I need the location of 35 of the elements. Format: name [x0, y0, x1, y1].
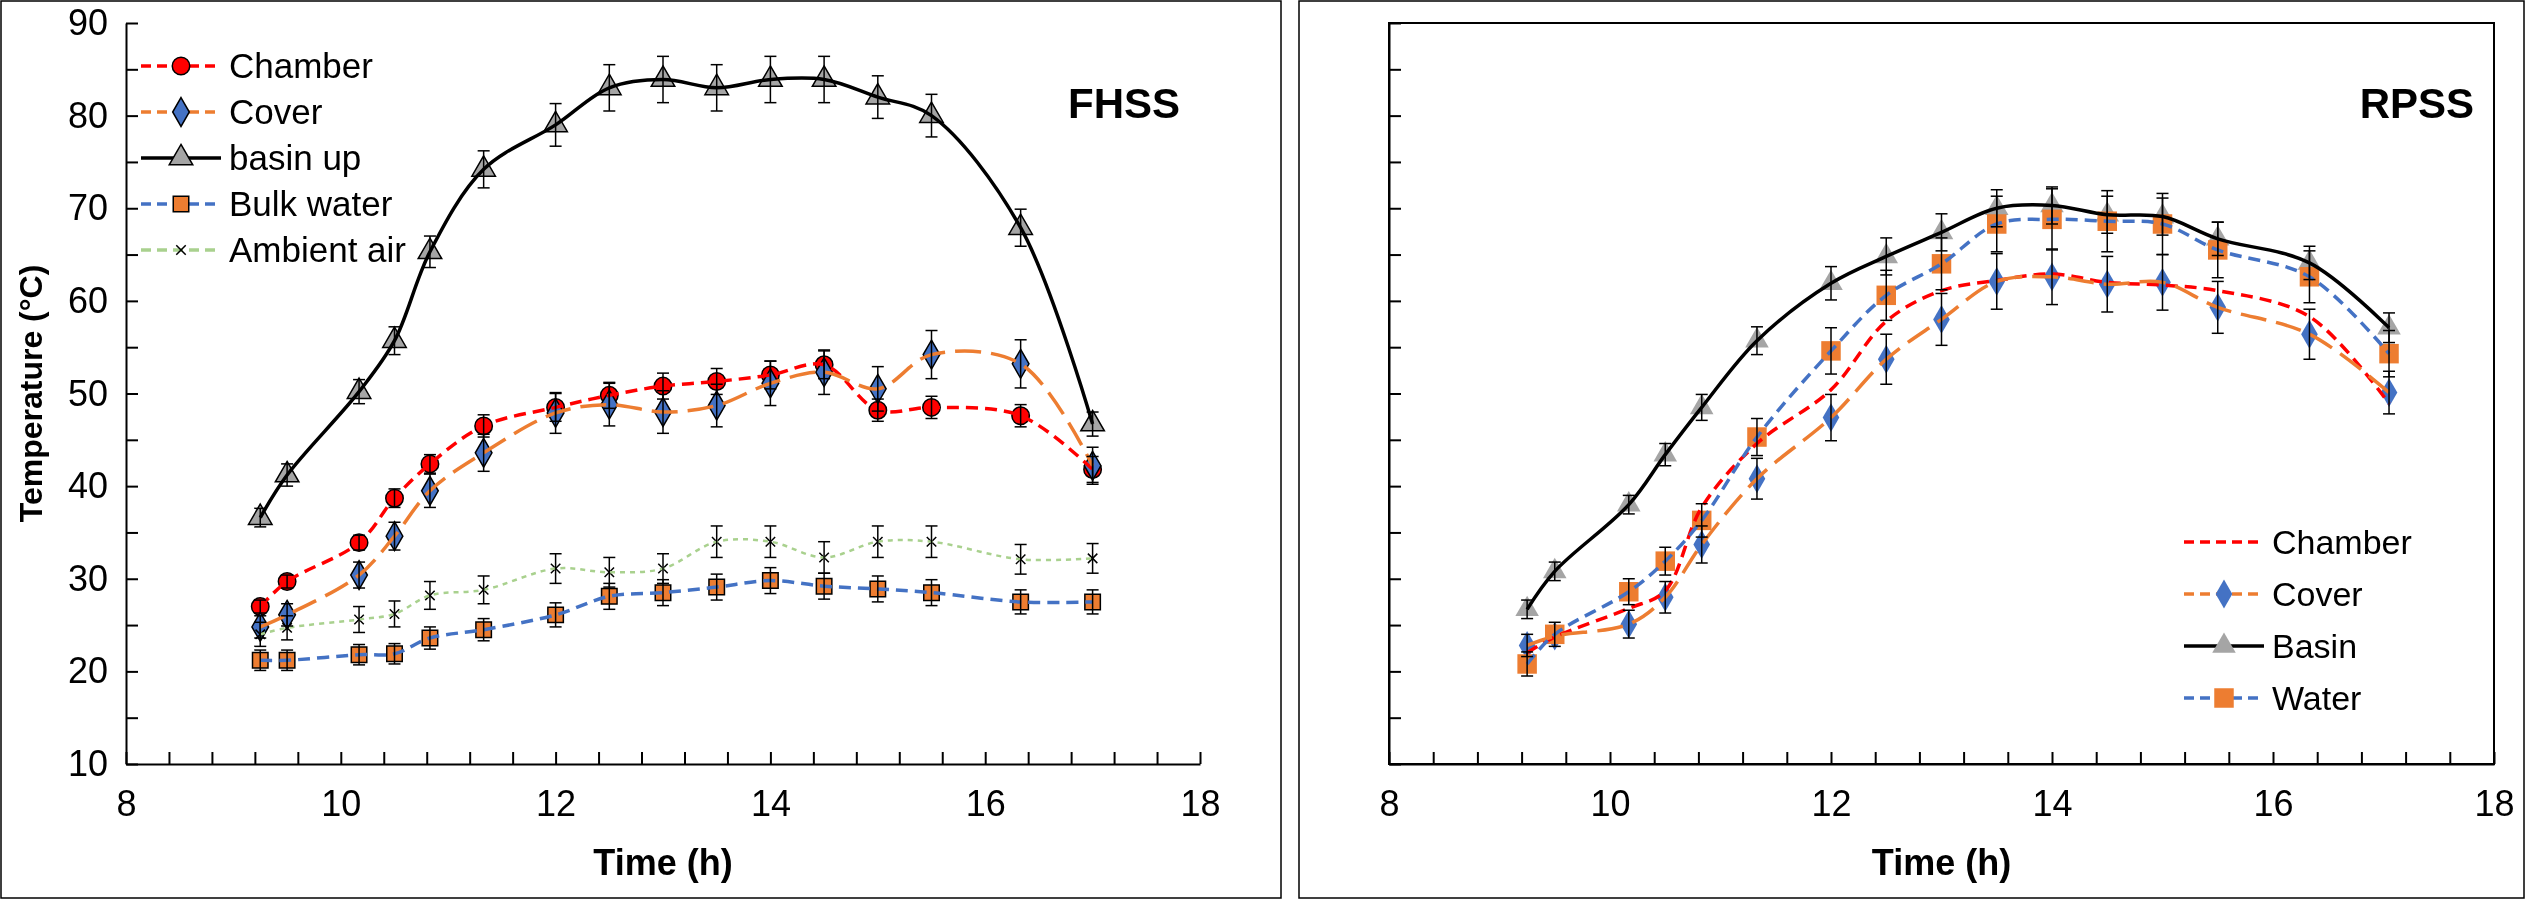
y-tick-label: 10 — [67, 743, 108, 785]
y-axis-title: Temperature (°C) — [13, 264, 49, 523]
y-tick-label: 40 — [67, 465, 108, 507]
legend-label: Ambient air — [229, 230, 407, 269]
x-tick-label: 12 — [1811, 782, 1852, 824]
text: RPSS — [2359, 80, 2474, 127]
x-tick-label: 18 — [2474, 782, 2515, 824]
legend-label: Chamber — [2272, 523, 2412, 561]
x-tick-label: 12 — [536, 782, 577, 824]
y-tick-label: 30 — [67, 557, 108, 599]
x-tick-label: 10 — [321, 782, 362, 824]
x-tick-label: 14 — [750, 782, 791, 824]
legend-label: Bulk water — [229, 184, 393, 223]
y-tick-label: 70 — [67, 187, 108, 229]
x-tick-label: 8 — [116, 782, 137, 824]
y-tick-label: 50 — [67, 372, 108, 414]
y-tick-label: 20 — [67, 650, 108, 692]
y-tick-label: 90 — [67, 2, 108, 44]
x-axis-title: Time (h) — [593, 842, 733, 883]
x-tick-label: 18 — [1180, 782, 1221, 824]
text: FHSS — [1067, 80, 1180, 127]
legend-label: basin up — [229, 138, 362, 177]
x-tick-label: 10 — [1590, 782, 1631, 824]
x-tick-label: 16 — [965, 782, 1006, 824]
legend-label: Chamber — [229, 46, 374, 85]
x-tick-label: 16 — [2253, 782, 2294, 824]
legend-label: Basin — [2272, 627, 2358, 665]
x-tick-label: 8 — [1379, 782, 1400, 824]
y-tick-label: 60 — [67, 279, 108, 321]
legend-label: Cover — [2272, 575, 2363, 613]
legend-label: Water — [2272, 679, 2362, 717]
x-tick-label: 14 — [2032, 782, 2073, 824]
legend-label: Cover — [229, 92, 323, 131]
y-tick-label: 80 — [67, 94, 108, 136]
x-axis-title: Time (h) — [1871, 842, 2012, 883]
